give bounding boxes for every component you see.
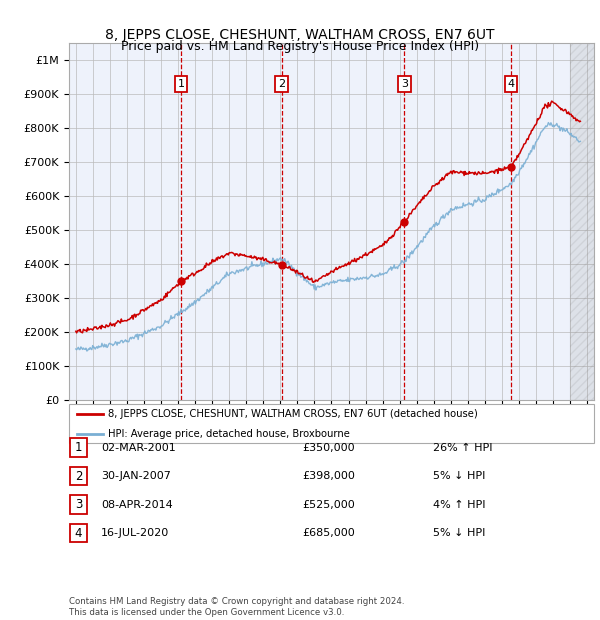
Text: 3: 3 — [75, 498, 82, 511]
Text: 3: 3 — [401, 79, 408, 89]
Text: 1: 1 — [178, 79, 184, 89]
FancyBboxPatch shape — [70, 495, 87, 514]
Text: Price paid vs. HM Land Registry's House Price Index (HPI): Price paid vs. HM Land Registry's House … — [121, 40, 479, 53]
FancyBboxPatch shape — [69, 404, 594, 443]
Text: 2: 2 — [278, 79, 285, 89]
FancyBboxPatch shape — [70, 438, 87, 457]
Text: 4: 4 — [75, 527, 82, 539]
Text: 30-JAN-2007: 30-JAN-2007 — [101, 471, 171, 481]
Text: 4: 4 — [508, 79, 515, 89]
Text: Contains HM Land Registry data © Crown copyright and database right 2024.
This d: Contains HM Land Registry data © Crown c… — [69, 598, 404, 617]
Bar — [570, 43, 600, 400]
FancyBboxPatch shape — [70, 467, 87, 485]
Text: 4% ↑ HPI: 4% ↑ HPI — [433, 500, 485, 510]
Text: HPI: Average price, detached house, Broxbourne: HPI: Average price, detached house, Brox… — [109, 428, 350, 438]
Text: 5% ↓ HPI: 5% ↓ HPI — [433, 528, 485, 538]
Text: 16-JUL-2020: 16-JUL-2020 — [101, 528, 170, 538]
Text: 02-MAR-2001: 02-MAR-2001 — [101, 443, 176, 453]
Text: £685,000: £685,000 — [302, 528, 355, 538]
Text: 1: 1 — [75, 441, 82, 454]
FancyBboxPatch shape — [70, 524, 87, 542]
Text: 8, JEPPS CLOSE, CHESHUNT, WALTHAM CROSS, EN7 6UT: 8, JEPPS CLOSE, CHESHUNT, WALTHAM CROSS,… — [105, 28, 495, 42]
Text: 8, JEPPS CLOSE, CHESHUNT, WALTHAM CROSS, EN7 6UT (detached house): 8, JEPPS CLOSE, CHESHUNT, WALTHAM CROSS,… — [109, 409, 478, 419]
Text: 5% ↓ HPI: 5% ↓ HPI — [433, 471, 485, 481]
Text: £398,000: £398,000 — [302, 471, 355, 481]
Text: 26% ↑ HPI: 26% ↑ HPI — [433, 443, 493, 453]
Text: £350,000: £350,000 — [302, 443, 355, 453]
Text: 08-APR-2014: 08-APR-2014 — [101, 500, 173, 510]
Text: £525,000: £525,000 — [302, 500, 355, 510]
Text: 2: 2 — [75, 470, 82, 482]
